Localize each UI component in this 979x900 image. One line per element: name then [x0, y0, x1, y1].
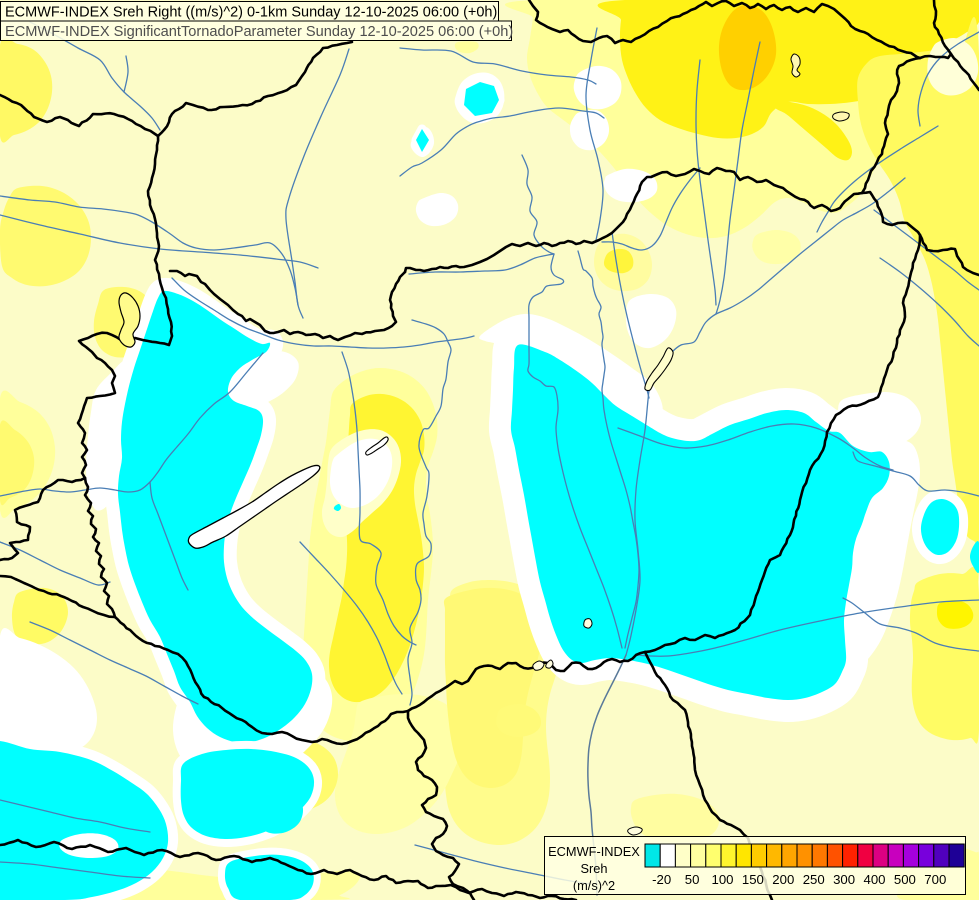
svg-text:-20: -20 [652, 872, 671, 887]
svg-text:200: 200 [772, 872, 794, 887]
svg-text:ECMWF-INDEX SignificantTornado: ECMWF-INDEX SignificantTornadoParameter … [5, 24, 513, 40]
svg-text:300: 300 [833, 872, 855, 887]
svg-text:100: 100 [711, 872, 733, 887]
svg-text:Sreh: Sreh [580, 861, 607, 876]
svg-text:ECMWF-INDEX Sreh Right ((m/s)^: ECMWF-INDEX Sreh Right ((m/s)^2) 0-1km S… [5, 5, 497, 21]
svg-text:400: 400 [863, 872, 885, 887]
svg-text:50: 50 [685, 872, 700, 887]
svg-text:250: 250 [803, 872, 825, 887]
svg-text:ECMWF-INDEX: ECMWF-INDEX [548, 844, 640, 859]
svg-text:(m/s)^2: (m/s)^2 [573, 878, 615, 893]
svg-text:700: 700 [924, 872, 946, 887]
svg-text:150: 150 [742, 872, 764, 887]
svg-text:500: 500 [894, 872, 916, 887]
